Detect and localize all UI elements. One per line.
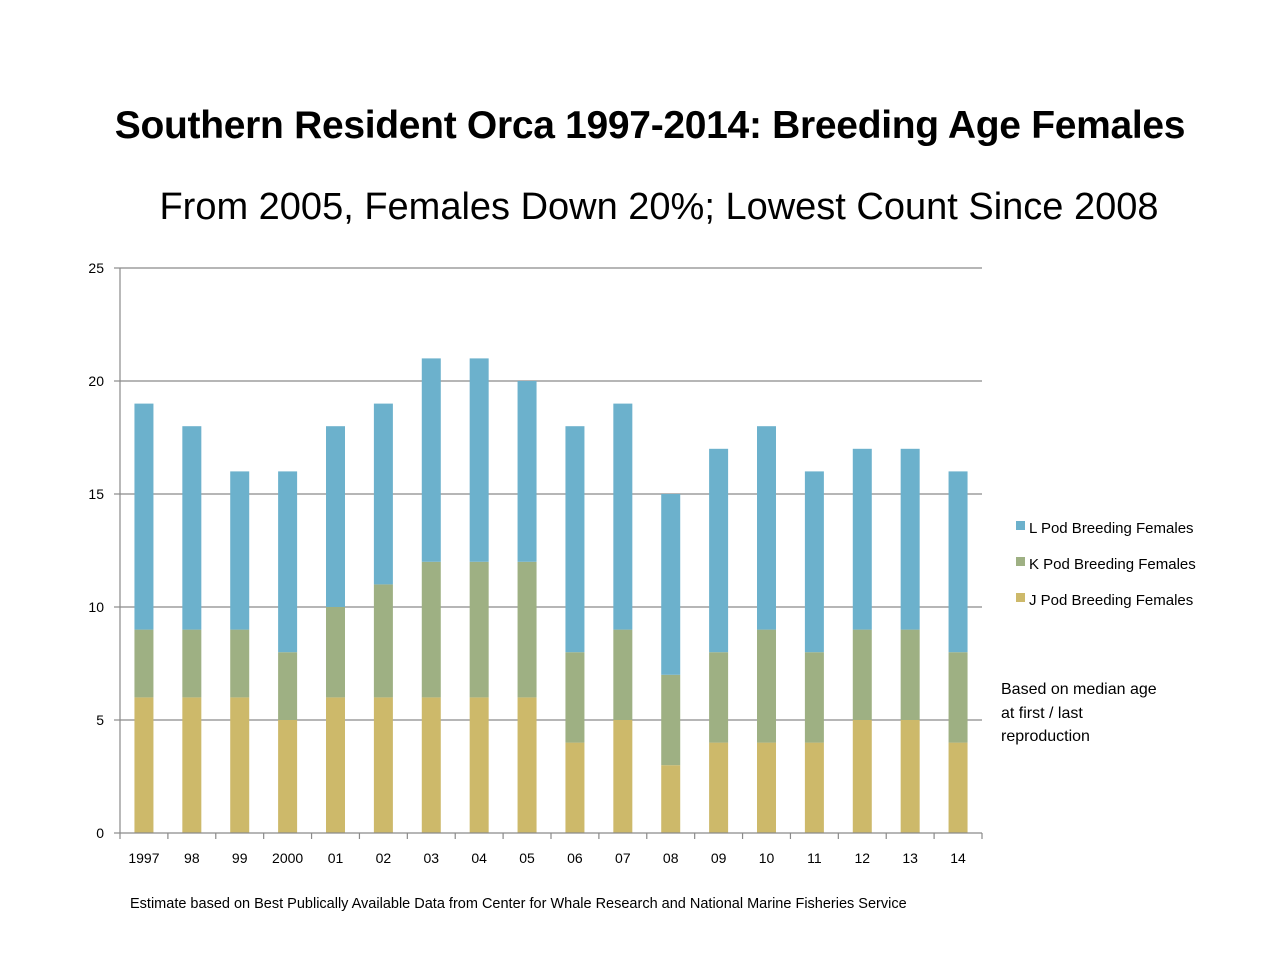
legend-swatch: [1016, 593, 1025, 602]
note-line: Based on median age: [1001, 681, 1157, 698]
bar-segment-j-pod: [182, 697, 202, 833]
bar-segment-k-pod: [661, 674, 681, 766]
x-tick-label: 13: [902, 850, 918, 866]
bar-segment-l-pod: [804, 471, 824, 653]
bar-segment-l-pod: [948, 471, 968, 653]
bar-segment-l-pod: [900, 448, 920, 630]
x-tick-label: 06: [567, 850, 583, 866]
x-tick-label: 99: [232, 850, 248, 866]
bars: [134, 358, 968, 833]
bar-segment-j-pod: [373, 697, 393, 833]
bar-segment-l-pod: [230, 471, 250, 630]
legend-label: K Pod Breeding Females: [1029, 556, 1196, 573]
bar-segment-j-pod: [278, 720, 298, 833]
y-tick-label: 15: [88, 486, 104, 502]
x-tick-label: 01: [328, 850, 344, 866]
bar-segment-l-pod: [326, 426, 345, 607]
bar-segment-j-pod: [804, 742, 824, 833]
bar-segment-j-pod: [134, 697, 154, 833]
y-tick-label: 20: [88, 373, 104, 389]
bar-segment-l-pod: [565, 426, 585, 653]
x-tick-label: 2000: [272, 850, 303, 866]
bar-segment-k-pod: [613, 629, 633, 720]
bar-segment-j-pod: [852, 720, 872, 833]
bar-segment-k-pod: [326, 607, 345, 698]
x-tick-label: 02: [376, 850, 392, 866]
note-line: reproduction: [1001, 728, 1090, 745]
bar-segment-l-pod: [469, 358, 489, 562]
bar-segment-k-pod: [421, 561, 441, 698]
x-tick-label: 09: [711, 850, 727, 866]
bar-segment-l-pod: [517, 381, 537, 562]
x-tick-label: 03: [423, 850, 439, 866]
legend: L Pod Breeding Females K Pod Breeding Fem…: [1016, 520, 1196, 609]
bar-segment-j-pod: [517, 697, 537, 833]
legend-swatch: [1016, 521, 1025, 530]
chart-title: Southern Resident Orca 1997-2014: Breedi…: [114, 104, 1186, 147]
bar-segment-l-pod: [661, 494, 681, 675]
x-tick-label: 12: [854, 850, 870, 866]
bar-segment-j-pod: [565, 742, 585, 833]
x-tick-label: 04: [471, 850, 487, 866]
bar-segment-k-pod: [757, 629, 776, 743]
x-tick-label: 05: [519, 850, 535, 866]
bar-segment-k-pod: [900, 629, 920, 720]
bar-segment-l-pod: [182, 426, 202, 630]
bar-segment-k-pod: [182, 629, 202, 698]
bar-segment-l-pod: [421, 358, 441, 562]
bar-segment-j-pod: [326, 697, 345, 833]
bar-segment-k-pod: [565, 652, 585, 743]
chart-subtitle: From 2005, Females Down 20%; Lowest Coun…: [159, 186, 1159, 228]
bar-segment-k-pod: [230, 629, 250, 698]
bar-segment-l-pod: [278, 471, 298, 653]
y-tick-label: 0: [96, 825, 104, 841]
bar-segment-j-pod: [709, 742, 729, 833]
bar-segment-k-pod: [709, 652, 729, 743]
bar-segment-j-pod: [661, 765, 681, 833]
bar-segment-j-pod: [613, 720, 633, 833]
bar-segment-j-pod: [948, 742, 968, 833]
bar-segment-k-pod: [134, 629, 154, 698]
bar-segment-k-pod: [469, 561, 489, 698]
bar-segment-l-pod: [709, 448, 729, 653]
bar-segment-l-pod: [373, 403, 393, 585]
y-tick-label: 5: [96, 712, 104, 728]
y-tick-label: 10: [88, 599, 104, 615]
bar-segment-l-pod: [757, 426, 776, 630]
gridlines: [120, 267, 982, 721]
note-line: at first / last: [1001, 704, 1083, 722]
x-tick-label: 07: [615, 850, 631, 866]
bar-segment-j-pod: [421, 697, 441, 833]
bar-segment-k-pod: [373, 584, 393, 698]
bar-segment-k-pod: [852, 629, 872, 720]
bar-segment-k-pod: [517, 561, 537, 698]
bar-segment-k-pod: [948, 652, 968, 743]
bar-segment-j-pod: [469, 697, 489, 833]
bar-segment-k-pod: [804, 652, 824, 743]
x-tick-label: 14: [950, 850, 966, 866]
bar-segment-l-pod: [613, 403, 633, 630]
annotation-note: Based on median age at first / last repr…: [1001, 678, 1221, 749]
x-tick-label: 1997: [128, 850, 159, 866]
bar-segment-j-pod: [230, 697, 250, 833]
x-tick-label: 08: [663, 850, 679, 866]
bar-segment-l-pod: [134, 403, 154, 630]
x-tick-label: 10: [759, 850, 775, 866]
legend-swatch: [1016, 557, 1025, 566]
source-note: Estimate based on Best Publically Availa…: [130, 896, 907, 912]
legend-label: J Pod Breeding Females: [1029, 592, 1193, 609]
x-tick-label: 98: [184, 850, 200, 866]
legend-label: L Pod Breeding Females: [1029, 520, 1194, 537]
x-tick-label: 11: [807, 850, 822, 866]
bar-segment-l-pod: [852, 448, 872, 630]
bar-segment-k-pod: [278, 652, 298, 720]
y-tick-label: 25: [88, 260, 104, 276]
bar-segment-j-pod: [757, 742, 776, 833]
bar-segment-j-pod: [900, 720, 920, 833]
